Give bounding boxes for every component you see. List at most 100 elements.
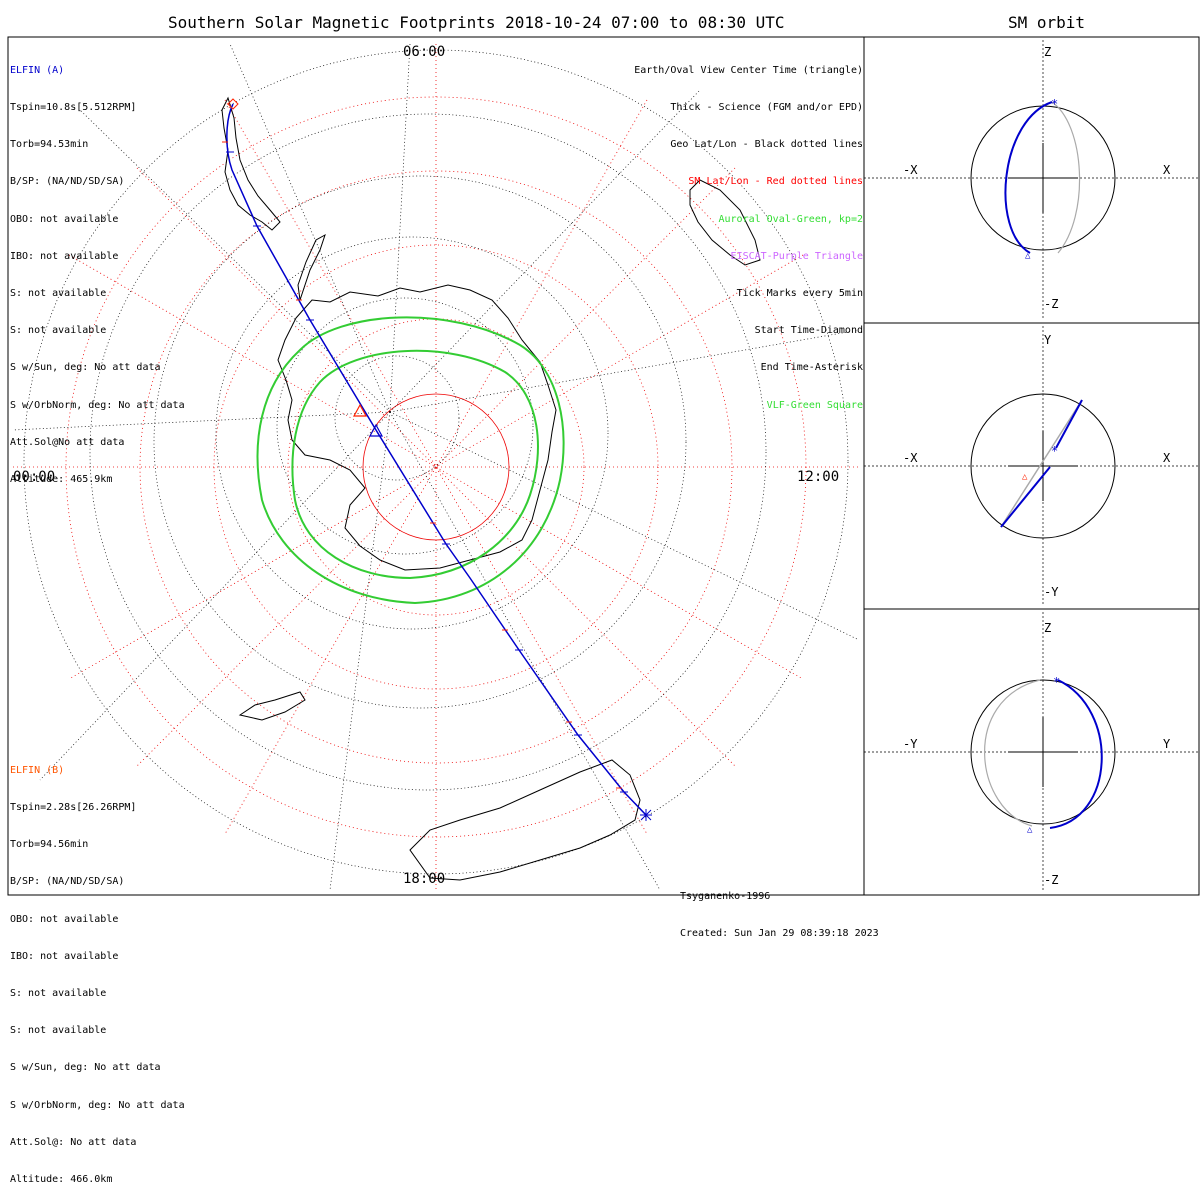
elfin-b-name: ELFIN (B) <box>10 764 65 776</box>
elfin-a-info: ELFIN (A) Tspin=10.8s[5.512RPM] Torb=94.… <box>10 40 185 499</box>
view-center-triangle-b <box>352 403 368 417</box>
geo-lat-circle <box>276 297 534 555</box>
orbit-xz-top: Z <box>1044 45 1052 59</box>
credits: Tsyganenko-1996 Created: Sun Jan 29 08:3… <box>680 866 879 953</box>
main-title: Southern Solar Magnetic Footprints 2018-… <box>168 13 785 32</box>
info-line: S w/Sun, deg: No att data <box>10 362 161 374</box>
antarctica-coastline <box>277 284 557 571</box>
info-line: Torb=94.53min <box>10 139 89 151</box>
orbit-path-gray <box>984 679 1041 827</box>
info-line: S w/Sun, deg: No att data <box>10 1062 161 1074</box>
end-asterisk <box>640 809 652 821</box>
mlt-label-06: 06:00 <box>403 44 446 60</box>
info-line: Altitude: 465.9km <box>10 474 113 486</box>
legend-item: Earth/Oval View Center Time (triangle) <box>634 64 863 76</box>
orbit-xy-right: X <box>1163 451 1171 465</box>
geo-lat-circle <box>89 113 767 791</box>
geo-lon-line <box>389 411 860 641</box>
orbit-yz-bottom: -Z <box>1044 873 1059 887</box>
elfin-a-tick-marks <box>226 151 628 793</box>
sm-longitude-lines <box>13 44 859 890</box>
orbit-triangle: △ <box>1022 472 1028 482</box>
auroral-oval-outer <box>256 316 565 605</box>
orbit-triangle: △ <box>1025 251 1031 261</box>
auroral-oval-inner <box>291 349 539 580</box>
orbit-path-blue-upper <box>1055 399 1083 449</box>
footprint-map: * △ * △ * △ <box>7 36 1200 896</box>
mlt-label-18: 18:00 <box>403 871 446 887</box>
orbit-asterisk: * <box>1051 97 1058 111</box>
new-zealand-coastline <box>238 691 306 721</box>
legend: Earth/Oval View Center Time (triangle) T… <box>634 40 863 424</box>
geo-lon-line <box>389 411 661 891</box>
geo-lat-circle <box>153 175 687 709</box>
info-line: IBO: not available <box>10 250 119 262</box>
geo-lon-line <box>329 411 391 891</box>
earth-circle <box>970 679 1116 825</box>
elfin-a-footprint-track <box>226 103 647 816</box>
mlt-label-00: 00:00 <box>13 469 56 485</box>
legend-item: Tick Marks every 5min <box>736 288 863 300</box>
antarctic-peninsula-coastline <box>297 233 326 301</box>
info-line: S w/OrbNorm, deg: No att data <box>10 399 185 411</box>
orbit-xz-right: X <box>1163 163 1171 177</box>
sm-lat-circle <box>213 244 659 690</box>
orbit-xy-bottom: -Y <box>1044 585 1059 599</box>
orbit-panel-xz: * △ <box>864 40 1199 320</box>
africa-coastline <box>689 179 761 266</box>
orbit-path-blue <box>1049 679 1103 829</box>
legend-item: Start Time-Diamond <box>754 325 863 337</box>
info-line: IBO: not available <box>10 950 119 962</box>
geo-lon-line <box>229 43 391 413</box>
orbit-yz-left: -Y <box>903 737 918 751</box>
sm-lat-circle <box>287 318 585 616</box>
info-line: S w/OrbNorm, deg: No att data <box>10 1099 185 1111</box>
orbit-panel-xy: * △ <box>864 326 1199 606</box>
orbit-xz-bottom: -Z <box>1044 297 1059 311</box>
view-center-triangle-a <box>368 423 384 437</box>
legend-item: End Time-Asterisk <box>760 362 863 374</box>
orbit-panel-yz: * △ <box>864 612 1199 892</box>
info-line: Torb=94.56min <box>10 839 89 851</box>
legend-item: SM Lat/Lon - Red dotted lines <box>688 176 863 188</box>
orbit-xy-top: Y <box>1044 333 1052 347</box>
orbit-path-blue <box>1004 101 1053 254</box>
geo-lat-circle <box>23 49 849 875</box>
sm-lon-line <box>136 167 736 767</box>
info-line: Altitude: 466.0km <box>10 1174 113 1186</box>
geo-latitude-circles <box>23 49 849 875</box>
legend-item: Geo Lat/Lon - Black dotted lines <box>670 139 863 151</box>
created-timestamp: Created: Sun Jan 29 08:39:18 2023 <box>680 928 879 940</box>
info-line: B/SP: (NA/ND/SD/SA) <box>10 876 125 888</box>
orbit-yz-top: Z <box>1044 621 1052 635</box>
info-line: Tspin=2.28s[26.26RPM] <box>10 802 137 814</box>
orbit-panel-title: SM orbit <box>1008 13 1086 32</box>
info-line: S: not available <box>10 988 107 1000</box>
geo-lat-circle <box>215 236 609 630</box>
info-line: B/SP: (NA/ND/SD/SA) <box>10 176 125 188</box>
info-line: OBO: not available <box>10 213 119 225</box>
legend-item: VLF-Green Square <box>766 399 863 411</box>
geo-lon-line <box>389 329 860 413</box>
mlt-label-12: 12:00 <box>797 469 840 485</box>
legend-item: EISCAT-Purple Triangle <box>730 250 863 262</box>
legend-item: Auroral Oval-Green, kp=2 <box>718 213 864 225</box>
earth-circle <box>970 393 1116 539</box>
info-line: S: not available <box>10 288 107 300</box>
sm-lat-circle <box>362 393 510 541</box>
geo-lat-circle <box>334 355 460 481</box>
geo-lon-line <box>389 89 701 413</box>
orbit-xz-left: -X <box>903 163 918 177</box>
sm-lat-circle <box>139 170 733 764</box>
orbit-yz-right: Y <box>1163 737 1171 751</box>
legend-item: Thick - Science (FGM and/or EPD) <box>670 102 863 114</box>
geo-lon-line <box>39 411 391 781</box>
coastlines <box>221 96 761 881</box>
model-name: Tsyganenko-1996 <box>680 890 771 902</box>
elfin-a-name: ELFIN (A) <box>10 64 65 76</box>
sm-lon-line <box>136 167 736 767</box>
geo-longitude-lines <box>12 43 860 891</box>
orbit-xy-left: -X <box>903 451 918 465</box>
orbit-asterisk: * <box>1053 675 1060 689</box>
elfin-b-info: ELFIN (B) Tspin=2.28s[26.26RPM] Torb=94.… <box>10 740 185 1199</box>
